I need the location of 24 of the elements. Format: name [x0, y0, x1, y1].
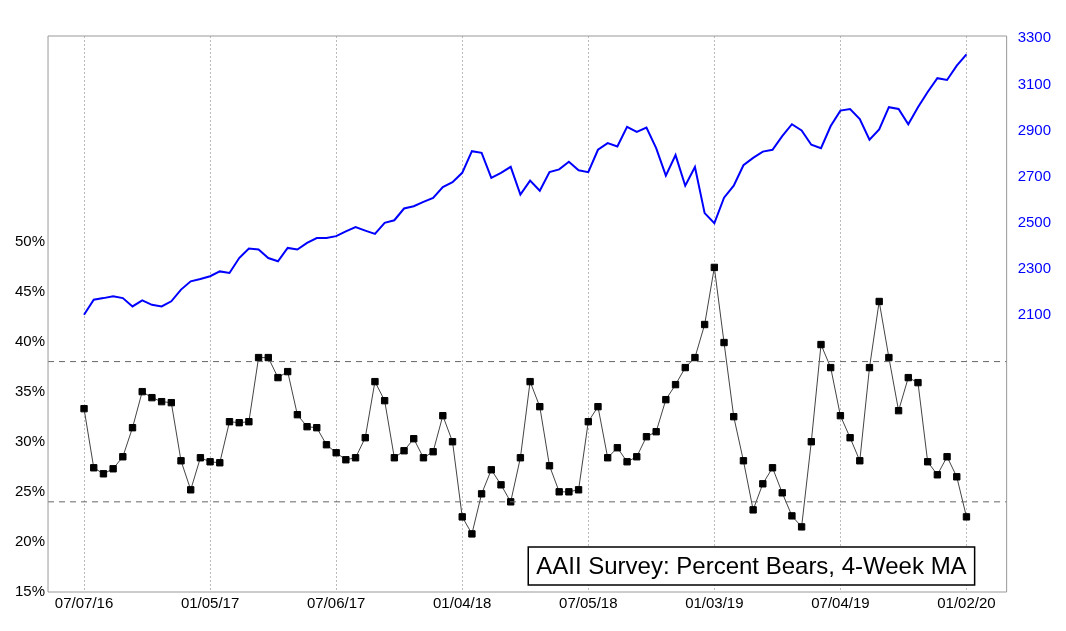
- y-tick-label: 50%: [14, 231, 46, 249]
- x-tick-label: 01/02/20: [937, 594, 996, 612]
- y-tick-label: 40%: [14, 331, 46, 349]
- y-tick-label: 20%: [14, 532, 46, 550]
- x-tick-label: 01/05/17: [180, 594, 240, 612]
- y2-tick-label: 3300: [1017, 28, 1052, 46]
- y-tick-label: 30%: [14, 431, 46, 449]
- y2-tick-label: 3100: [1017, 74, 1052, 92]
- x-tick-label: 01/03/19: [685, 594, 744, 612]
- y2-tick-label: 2300: [1017, 258, 1052, 276]
- x-tick-label: 07/05/18: [559, 594, 618, 612]
- x-tick-label: 07/04/19: [811, 594, 870, 612]
- x-tick-label: 01/04/18: [433, 594, 492, 612]
- y2-tick-label: 2700: [1017, 166, 1052, 184]
- y-tick-label: 25%: [14, 481, 46, 499]
- y-tick-label: 45%: [14, 281, 46, 299]
- y-tick-label: 15%: [14, 582, 46, 600]
- y-tick-label: 35%: [14, 381, 46, 399]
- x-tick-label: 07/06/17: [306, 594, 366, 612]
- x-tick-label: 07/07/16: [54, 594, 114, 612]
- y2-tick-label: 2900: [1017, 120, 1052, 138]
- y2-tick-label: 2100: [1017, 304, 1052, 322]
- series-label: AAII Survey: Percent Bears, 4-Week MA: [536, 551, 967, 579]
- y2-tick-label: 2500: [1017, 212, 1052, 230]
